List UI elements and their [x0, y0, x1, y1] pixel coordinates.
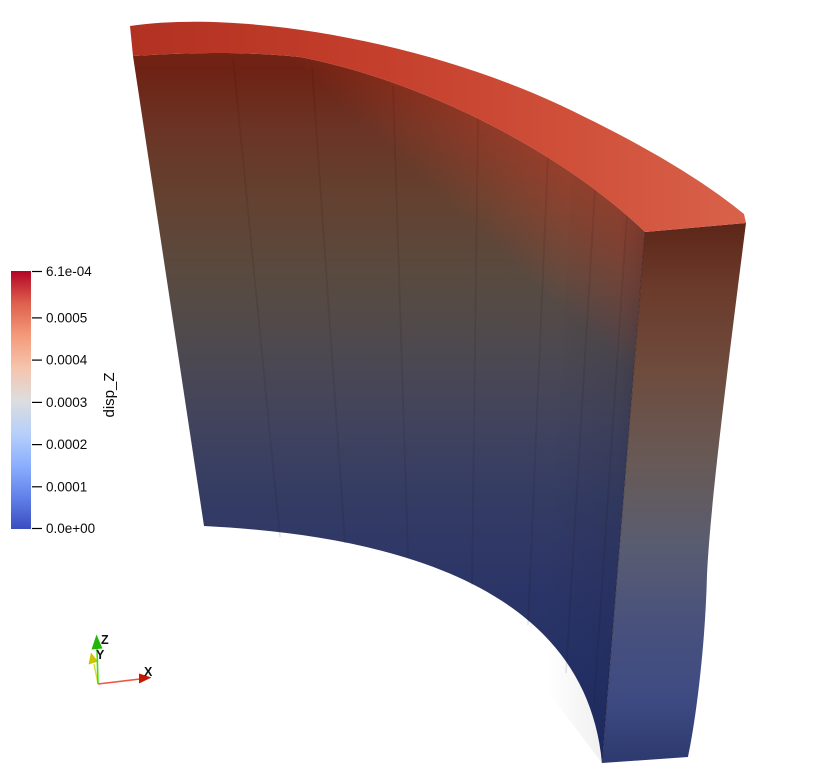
orientation-axes-widget: X Y Z — [88, 633, 153, 685]
y-axis-arrowhead-icon — [88, 652, 98, 665]
colorbar-tick-label: 0.0001 — [46, 479, 87, 494]
colorbar-tick-label: 6.1e-04 — [46, 264, 92, 279]
model-quarter-cylinder[interactable] — [130, 21, 746, 764]
model-mesh-lines — [232, 56, 628, 706]
colorbar-tick-label: 0.0004 — [46, 353, 88, 368]
colorbar-ticks — [32, 270, 42, 530]
x-axis-label: X — [144, 665, 153, 679]
y-axis-label: Y — [96, 648, 105, 662]
colorbar[interactable]: 6.1e-04 0.0005 0.0004 0.0003 0.0002 0.00… — [11, 264, 118, 536]
x-axis-arrowhead-icon — [139, 673, 152, 684]
z-axis-arrowhead-icon — [91, 634, 103, 650]
colorbar-tick-label: 0.0003 — [46, 395, 87, 410]
x-axis-shaft — [97, 678, 141, 685]
colorbar-tick-labels: 6.1e-04 0.0005 0.0004 0.0003 0.0002 0.00… — [46, 264, 95, 536]
colorbar-tick-label: 0.0e+00 — [46, 521, 95, 536]
colorbar-title: disp_Z — [101, 372, 118, 417]
model-top-face[interactable] — [130, 21, 746, 232]
z-axis-label: Z — [101, 633, 109, 647]
z-axis-shaft — [96, 647, 99, 685]
colorbar-tick-label: 0.0002 — [46, 437, 87, 452]
model-edge-shading — [545, 165, 645, 763]
colorbar-tick-label: 0.0005 — [46, 310, 87, 325]
model-corner-edge — [601, 231, 646, 764]
model-right-cut-face[interactable] — [602, 223, 746, 763]
colorbar-gradient[interactable] — [11, 271, 31, 529]
model-outer-surface-highlight — [133, 53, 645, 764]
